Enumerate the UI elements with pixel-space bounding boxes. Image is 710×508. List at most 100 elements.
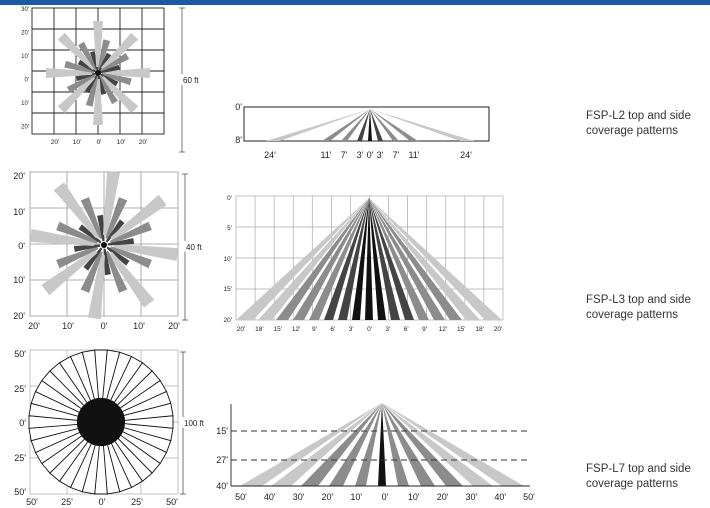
coverage-zone bbox=[108, 251, 155, 308]
coverage-zone bbox=[85, 76, 99, 107]
coverage-zone bbox=[100, 73, 119, 87]
coverage-zone bbox=[97, 214, 105, 242]
l3-distance-label: 9' bbox=[312, 326, 317, 333]
coverage-beam bbox=[382, 403, 435, 486]
coverage-zone bbox=[109, 221, 152, 244]
coverage-beam bbox=[369, 198, 445, 320]
l7-height-label: 40' bbox=[216, 481, 228, 491]
coverage-beam bbox=[382, 403, 409, 486]
coverage-zone-inner bbox=[92, 398, 101, 422]
coverage-beam bbox=[368, 109, 372, 141]
coverage-beam bbox=[301, 403, 382, 486]
l3-distance-label: 20' bbox=[494, 326, 502, 333]
l3-left-label: 20' bbox=[13, 311, 25, 321]
l7-bottom-label: 50' bbox=[26, 497, 38, 507]
coverage-beam bbox=[322, 109, 370, 141]
coverage-zone bbox=[110, 194, 167, 241]
coverage-zone bbox=[88, 254, 105, 320]
dimension-label-bg bbox=[180, 74, 206, 85]
coverage-zone bbox=[97, 75, 107, 95]
coverage-zone-inner bbox=[101, 399, 114, 422]
coverage-zone-inner bbox=[79, 406, 101, 422]
coverage-zone-inner bbox=[101, 409, 124, 422]
coverage-zone-inner bbox=[85, 401, 101, 422]
coverage-zone-inner bbox=[100, 422, 106, 447]
coverage-beam bbox=[382, 403, 524, 486]
l3-left-label: 10' bbox=[13, 207, 25, 217]
l2-distance-label: 11' bbox=[408, 150, 419, 160]
coverage-beam bbox=[355, 403, 382, 486]
coverage-beam bbox=[370, 109, 418, 141]
l3-distance-label: 18' bbox=[255, 326, 263, 333]
caption-l3-line2: coverage patterns bbox=[586, 309, 679, 321]
l2-sensor bbox=[95, 70, 101, 76]
coverage-zone bbox=[103, 248, 111, 276]
coverage-zone bbox=[105, 250, 128, 293]
l7-distance-label: 20' bbox=[437, 492, 449, 502]
l7-distance-label: 40' bbox=[494, 492, 506, 502]
coverage-zone bbox=[57, 76, 95, 114]
l3-bottom-label: 10' bbox=[62, 321, 74, 331]
l3-height-label: 5' bbox=[227, 225, 232, 232]
coverage-zone bbox=[100, 64, 120, 74]
coverage-beam bbox=[369, 198, 502, 320]
l3-left-label: 10' bbox=[13, 275, 25, 285]
coverage-beam bbox=[369, 198, 414, 320]
coverage-zone bbox=[78, 41, 98, 71]
coverage-zone bbox=[80, 250, 103, 293]
l7-height-label: 27' bbox=[216, 455, 228, 465]
l3-bottom-label: 10' bbox=[133, 321, 145, 331]
coverage-zone-inner bbox=[101, 422, 123, 438]
l2-left-label: 10' bbox=[21, 54, 29, 60]
dimension-label-bg bbox=[183, 241, 209, 252]
coverage-zone bbox=[100, 53, 130, 73]
l2-bottom-label: 20' bbox=[139, 139, 147, 146]
coverage-beam bbox=[352, 198, 369, 320]
coverage-zone-inner bbox=[96, 397, 102, 422]
caption-l2-line1: FSP-L2 top and side bbox=[586, 110, 691, 122]
coverage-zone bbox=[89, 51, 99, 71]
dimension-label: 40 ft bbox=[186, 243, 202, 252]
l7-left-label: 25' bbox=[14, 453, 26, 463]
l7-sensor bbox=[96, 417, 106, 427]
coverage-zone bbox=[84, 75, 98, 94]
coverage-zone bbox=[77, 59, 96, 73]
coverage-zone bbox=[105, 197, 128, 240]
coverage-beam bbox=[370, 109, 383, 141]
caption-l3-line1: FSP-L3 top and side bbox=[586, 294, 691, 306]
l2-bottom-label: 10' bbox=[73, 139, 81, 146]
l3-distance-label: 15' bbox=[457, 326, 465, 333]
l7-left-label: 50' bbox=[14, 487, 26, 497]
l3-distance-label: 15' bbox=[273, 326, 281, 333]
coverage-zone bbox=[101, 32, 139, 70]
l2-distance-label: 11' bbox=[320, 150, 331, 160]
l7-distance-label: 50' bbox=[523, 492, 535, 502]
coverage-zone bbox=[101, 72, 132, 86]
coverage-beam bbox=[236, 198, 369, 320]
l2-left-label: 30' bbox=[21, 7, 29, 13]
coverage-beam bbox=[357, 109, 370, 141]
l3-bottom-label: 0' bbox=[101, 321, 108, 331]
coverage-beam bbox=[276, 198, 369, 320]
coverage-zone bbox=[83, 247, 103, 271]
l7-dimension: 100 ft bbox=[180, 351, 207, 495]
coverage-beam bbox=[266, 109, 370, 141]
l2-height-label: 8' bbox=[235, 135, 242, 145]
coverage-zone bbox=[57, 32, 95, 70]
coverage-beam bbox=[370, 109, 474, 141]
l3-dimension: 40 ft bbox=[182, 173, 209, 321]
coverage-zone-inner bbox=[78, 422, 101, 435]
l2-distance-label: 3' bbox=[377, 150, 384, 160]
coverage-zone bbox=[56, 246, 99, 269]
coverage-zone bbox=[105, 219, 125, 243]
coverage-beam bbox=[369, 198, 429, 320]
coverage-beam bbox=[382, 403, 463, 486]
coverage-zone-inner bbox=[82, 403, 101, 422]
l3-height-label: 10' bbox=[224, 256, 232, 263]
l2-distance-label: 7' bbox=[341, 150, 348, 160]
coverage-zone bbox=[109, 246, 152, 269]
l2-side-pattern bbox=[266, 109, 474, 141]
coverage-zone-inner bbox=[88, 422, 101, 445]
coverage-zone-inner bbox=[80, 422, 101, 438]
coverage-zone-inner bbox=[101, 422, 117, 443]
